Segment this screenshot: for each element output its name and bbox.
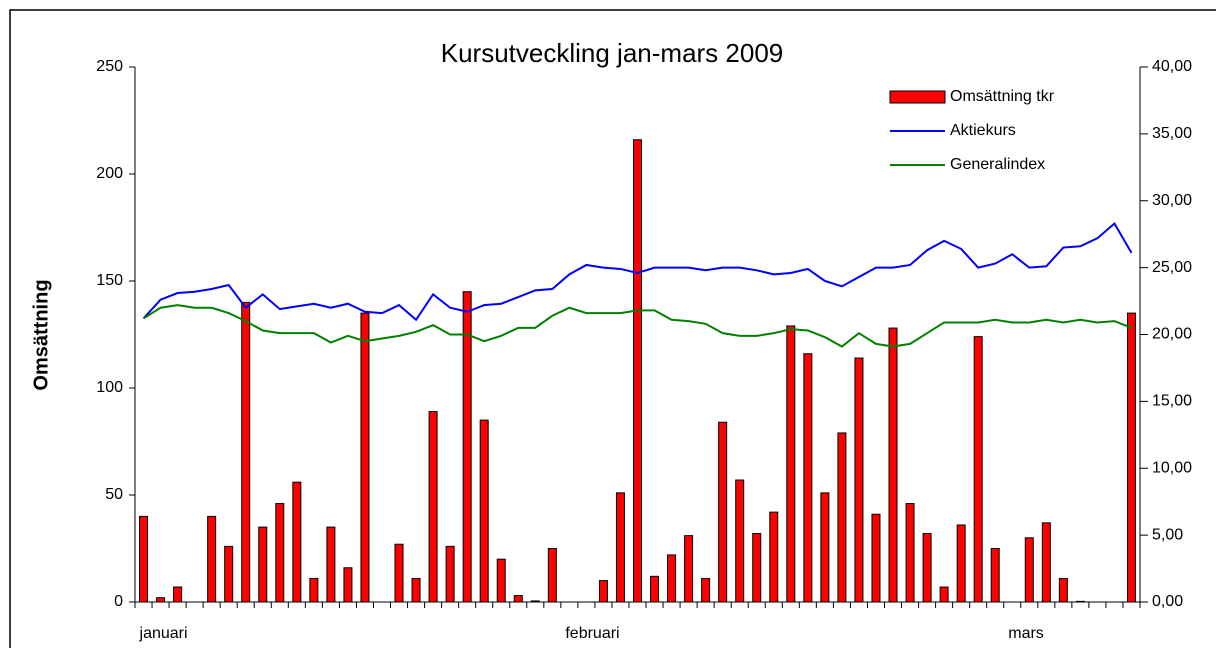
bar (1058, 577, 1068, 603)
bar (1126, 312, 1136, 603)
line (142, 304, 1132, 348)
y2-tick-label: 30,00 (1152, 192, 1192, 209)
y2-tick-label: 5,00 (1152, 526, 1183, 543)
y2-tick-label: 40,00 (1152, 58, 1192, 75)
x-tick-label: januari (139, 625, 188, 642)
bar (837, 432, 847, 603)
bar (735, 479, 745, 603)
bar (854, 357, 864, 603)
bar (871, 513, 881, 603)
bar (173, 586, 183, 603)
y-tick-label: 150 (96, 272, 123, 289)
chart-title: Kursutveckling jan-mars 2009 (441, 38, 784, 68)
bar (956, 524, 966, 603)
y-axis-label: Omsättning (30, 279, 52, 390)
bar (224, 545, 234, 603)
bar (411, 577, 421, 603)
y2-tick-label: 25,00 (1152, 259, 1192, 276)
bar (667, 554, 677, 603)
y-tick-label: 50 (105, 486, 123, 503)
bar (752, 533, 762, 603)
bar (462, 291, 472, 603)
legend-label: Generalindex (950, 156, 1045, 173)
y2-tick-label: 0,00 (1152, 593, 1183, 610)
bar (820, 492, 830, 603)
bar (633, 139, 642, 603)
bar (496, 558, 506, 603)
bar (939, 586, 949, 603)
y-tick-label: 200 (96, 165, 123, 182)
bar (275, 503, 285, 603)
bar (530, 600, 540, 603)
bar (990, 548, 1000, 603)
bar (326, 526, 336, 603)
line (142, 221, 1133, 322)
bar (1041, 522, 1051, 603)
bar (343, 567, 353, 603)
bar (1024, 537, 1034, 603)
bar (513, 595, 523, 603)
chart-frame (9, 9, 1216, 648)
bar (445, 545, 455, 603)
bar (803, 353, 813, 603)
bar (139, 515, 149, 603)
legend-label: Omsättning tkr (950, 88, 1055, 105)
bar (360, 312, 370, 603)
bar (701, 577, 711, 603)
y2-tick-label: 15,00 (1152, 393, 1192, 410)
y2-tick-label: 35,00 (1152, 125, 1192, 142)
bar (615, 492, 625, 603)
bar (258, 526, 268, 603)
y-tick-label: 250 (96, 58, 123, 75)
bar (786, 325, 796, 603)
x-tick-label: februari (565, 625, 619, 642)
bar (547, 548, 557, 603)
y2-tick-label: 20,00 (1152, 326, 1192, 343)
bar (156, 597, 166, 603)
bar (309, 577, 319, 603)
bar (905, 503, 915, 603)
bar (292, 481, 302, 603)
bar (973, 336, 983, 603)
bar (650, 575, 660, 603)
y2-tick-label: 10,00 (1152, 459, 1192, 476)
bar (684, 535, 694, 603)
bar (769, 511, 779, 603)
bar (718, 421, 728, 603)
bar (394, 543, 404, 603)
legend-label: Aktiekurs (950, 122, 1016, 139)
bar (598, 580, 608, 603)
x-tick-label: mars (1008, 625, 1044, 642)
bar (479, 419, 489, 603)
y-tick-label: 0 (114, 593, 123, 610)
bar (207, 515, 217, 603)
bar (1075, 600, 1085, 603)
legend-swatch (889, 90, 946, 104)
bar (241, 301, 251, 603)
y-tick-label: 100 (96, 379, 123, 396)
bar (428, 411, 438, 603)
bar (922, 533, 932, 603)
bar (888, 327, 898, 603)
